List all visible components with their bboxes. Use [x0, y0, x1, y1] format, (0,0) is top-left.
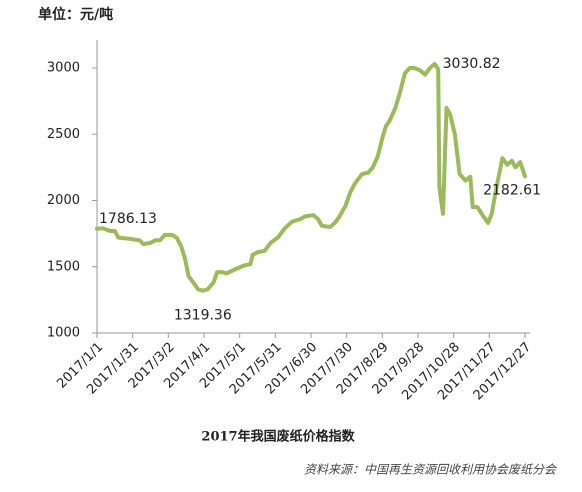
data-label: 1319.36	[174, 308, 232, 324]
data-label: 2182.61	[483, 182, 541, 198]
y-tick-label: 1000	[47, 326, 80, 341]
y-tick-label: 2000	[47, 193, 80, 208]
y-tick-label: 3000	[47, 61, 80, 76]
data-label: 3030.82	[443, 56, 501, 72]
source-note: 资料来源：中国再生资源回收利用协会废纸分会	[304, 463, 558, 477]
y-tick-label: 1500	[47, 259, 80, 274]
data-label: 1786.13	[99, 211, 157, 227]
chart-title: 2017年我国废纸价格指数	[201, 429, 355, 445]
price-line	[95, 61, 527, 293]
y-tick-label: 2500	[47, 127, 80, 142]
unit-label: 单位：元/吨	[38, 6, 113, 23]
